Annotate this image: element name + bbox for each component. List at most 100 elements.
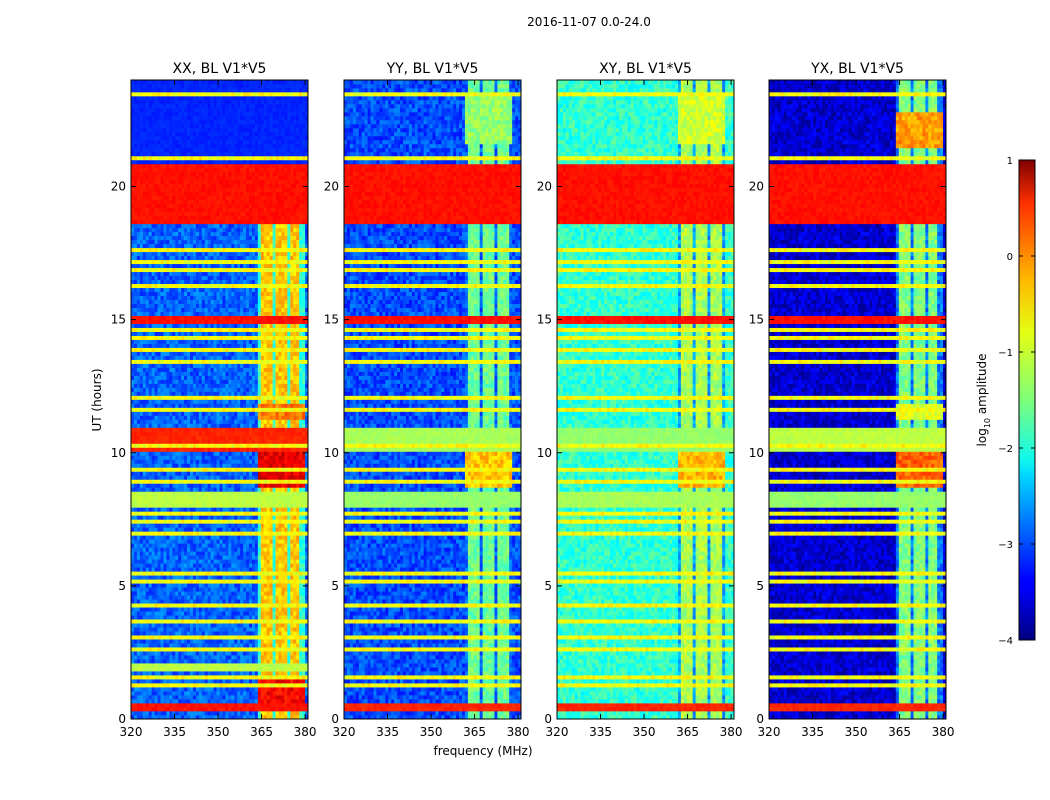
heatmap-cell — [249, 615, 252, 619]
heatmap-cell — [175, 619, 178, 623]
heatmap-cell — [166, 583, 169, 587]
heatmap-cell — [258, 427, 261, 431]
heatmap-cell — [178, 423, 181, 427]
heatmap-cell — [302, 463, 305, 467]
heatmap-cell — [225, 539, 228, 543]
heatmap-cell — [249, 495, 252, 499]
heatmap-cell — [166, 687, 169, 691]
heatmap-cell — [293, 631, 296, 635]
heatmap-cell — [240, 392, 243, 396]
heatmap-cell — [152, 623, 155, 627]
heatmap-cell — [134, 699, 137, 703]
heatmap-cell — [187, 479, 190, 483]
heatmap-cell — [261, 451, 264, 455]
heatmap-cell — [240, 507, 243, 511]
heatmap-cell — [246, 679, 249, 683]
heatmap-cell — [208, 687, 211, 691]
heatmap-cell — [184, 703, 187, 707]
heatmap-cell — [137, 687, 140, 691]
heatmap-cell — [158, 543, 161, 547]
heatmap-cell — [246, 503, 249, 507]
heatmap-cell — [228, 447, 231, 451]
heatmap-cell — [231, 435, 234, 439]
heatmap-cell — [166, 559, 169, 563]
heatmap-cell — [281, 539, 284, 543]
heatmap-cell — [172, 631, 175, 635]
heatmap-cell — [134, 523, 137, 527]
heatmap-cell — [267, 427, 270, 431]
heatmap-cell — [187, 423, 190, 427]
heatmap-cell — [163, 431, 166, 435]
heatmap-cell — [302, 579, 305, 583]
heatmap-cell — [172, 499, 175, 503]
heatmap-cell — [181, 691, 184, 695]
heatmap-cell — [225, 627, 228, 631]
heatmap-cell — [169, 651, 172, 655]
heatmap-cell — [140, 507, 143, 511]
heatmap-cell — [161, 523, 164, 527]
heatmap-cell — [140, 531, 143, 535]
heatmap-cell — [261, 683, 264, 687]
heatmap-cell — [169, 687, 172, 691]
heatmap-cell — [199, 523, 202, 527]
heatmap-cell — [140, 527, 143, 531]
heatmap-cell — [267, 475, 270, 479]
heatmap-cell — [276, 475, 279, 479]
heatmap-cell — [302, 659, 305, 663]
heatmap-cell — [252, 687, 255, 691]
heatmap-cell — [246, 539, 249, 543]
heatmap-cell — [261, 675, 264, 679]
heatmap-cell — [217, 495, 220, 499]
heatmap-cell — [255, 519, 258, 523]
heatmap-cell — [255, 451, 258, 455]
heatmap-cell — [149, 547, 152, 551]
heatmap-cell — [231, 599, 234, 603]
heatmap-cell — [222, 463, 225, 467]
heatmap-cell — [214, 499, 217, 503]
heatmap-cell — [249, 667, 252, 671]
heatmap-cell — [208, 575, 211, 579]
heatmap-cell — [234, 400, 237, 404]
heatmap-cell — [149, 575, 152, 579]
heatmap-cell — [205, 683, 208, 687]
heatmap-cell — [202, 571, 205, 575]
heatmap-cell — [222, 491, 225, 495]
heatmap-cell — [249, 543, 252, 547]
heatmap-cell — [287, 603, 290, 607]
heatmap-cell — [302, 699, 305, 703]
heatmap-cell — [258, 396, 261, 400]
heatmap-cell — [234, 403, 237, 407]
heatmap-cell — [217, 535, 220, 539]
heatmap-cell — [290, 551, 293, 555]
heatmap-cell — [249, 635, 252, 639]
heatmap-cell — [187, 587, 190, 591]
heatmap-cell — [284, 683, 287, 687]
heatmap-cell — [240, 547, 243, 551]
heatmap-cell — [199, 643, 202, 647]
heatmap-cell — [234, 392, 237, 396]
heatmap-cell — [231, 675, 234, 679]
heatmap-cell — [190, 551, 193, 555]
heatmap-cell — [246, 595, 249, 599]
heatmap-cell — [211, 535, 214, 539]
heatmap-cell — [255, 551, 258, 555]
heatmap-cell — [234, 631, 237, 635]
heatmap-cell — [240, 587, 243, 591]
heatmap-cell — [134, 659, 137, 663]
heatmap-cell — [228, 643, 231, 647]
heatmap-cell — [255, 643, 258, 647]
heatmap-cell — [302, 611, 305, 615]
heatmap-cell — [214, 679, 217, 683]
heatmap-cell — [267, 503, 270, 507]
heatmap-cell — [296, 599, 299, 603]
heatmap-cell — [276, 567, 279, 571]
heatmap-cell — [261, 559, 264, 563]
heatmap-cell — [152, 423, 155, 427]
heatmap-cell — [246, 631, 249, 635]
heatmap-cell — [178, 443, 181, 447]
heatmap-cell — [134, 579, 137, 583]
heatmap-cell — [290, 559, 293, 563]
heatmap-cell — [225, 607, 228, 611]
heatmap-cell — [208, 451, 211, 455]
heatmap-cell — [169, 699, 172, 703]
